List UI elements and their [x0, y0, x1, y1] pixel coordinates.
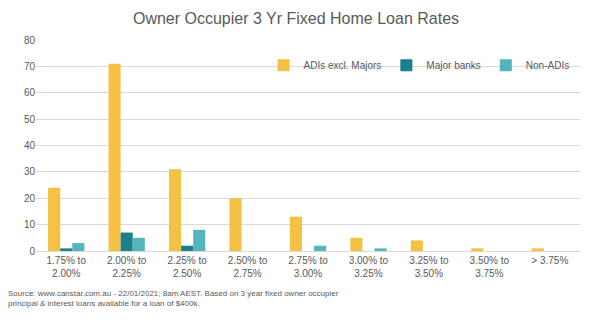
- svg-text:> 3.75%: > 3.75%: [531, 255, 568, 266]
- svg-text:10: 10: [24, 219, 36, 230]
- svg-text:Non-ADIs: Non-ADIs: [526, 60, 569, 71]
- svg-text:2.25% to2.50%: 2.25% to2.50%: [167, 255, 207, 279]
- svg-text:30: 30: [24, 166, 36, 177]
- svg-text:3.25% to3.50%: 3.25% to3.50%: [409, 255, 449, 279]
- svg-text:70: 70: [24, 61, 36, 72]
- svg-text:ADIs excl. Majors: ADIs excl. Majors: [304, 60, 382, 71]
- svg-text:2.50% to2.75%: 2.50% to2.75%: [228, 255, 268, 279]
- svg-text:Owner Occupier 3 Yr Fixed Home: Owner Occupier 3 Yr Fixed Home Loan Rate…: [133, 10, 459, 27]
- svg-text:3.00% to3.25%: 3.00% to3.25%: [349, 255, 389, 279]
- svg-text:Source: www.canstar.com.au - 2: Source: www.canstar.com.au - 22/01/2021;…: [8, 289, 339, 308]
- svg-text:50: 50: [24, 114, 36, 125]
- svg-text:80: 80: [24, 35, 36, 46]
- svg-text:1.75% to2.00%: 1.75% to2.00%: [46, 255, 86, 279]
- svg-text:20: 20: [24, 193, 36, 204]
- svg-text:Major banks: Major banks: [426, 60, 480, 71]
- svg-text:2.75% to3.00%: 2.75% to3.00%: [288, 255, 328, 279]
- svg-text:60: 60: [24, 87, 36, 98]
- svg-text:0: 0: [29, 246, 35, 257]
- svg-text:40: 40: [24, 140, 36, 151]
- svg-text:3.50% to3.75%: 3.50% to3.75%: [470, 255, 510, 279]
- svg-text:2.00% to2.25%: 2.00% to2.25%: [107, 255, 147, 279]
